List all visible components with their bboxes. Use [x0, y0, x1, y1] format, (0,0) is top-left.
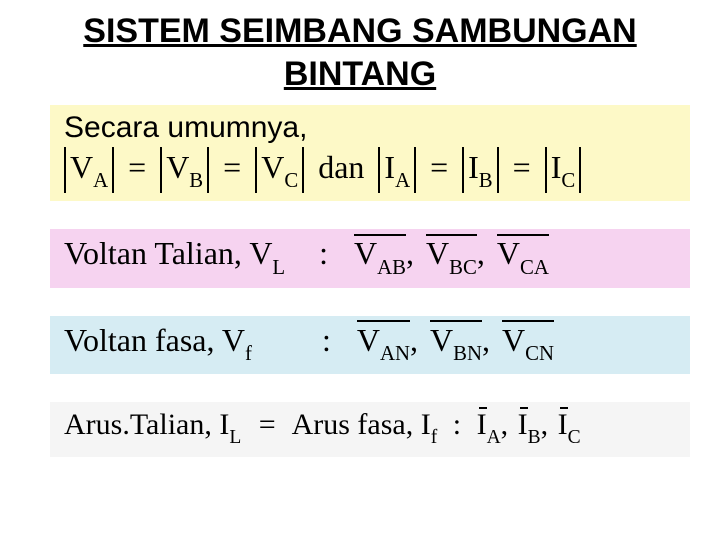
title-line-1: SISTEM SEIMBANG SAMBUNGAN	[83, 12, 636, 50]
content-area: Secara umumnya, VA = VB = VC dan IA = IB…	[0, 105, 720, 457]
title-line-2: BINTANG	[284, 55, 436, 93]
magnitude-equality-equation: VA = VB = VC dan IA = IB = IC	[64, 149, 676, 191]
page-title: SISTEM SEIMBANG SAMBUNGAN BINTANG	[0, 0, 720, 105]
line-voltage-card: Voltan Talian, VL : VAB, VBC, VCA	[50, 229, 690, 287]
line-phase-current-card: Arus.Talian, IL = Arus fasa, If : IA, IB…	[50, 402, 690, 457]
phase-current-label: Arus fasa,	[292, 408, 414, 441]
line-voltage-label: Voltan Talian	[64, 235, 234, 271]
line-current-label: Arus.Talian,	[64, 408, 212, 441]
intro-text: Secara umumnya,	[64, 111, 676, 145]
phase-voltage-card: Voltan fasa, Vf : VAN, VBN, VCN	[50, 316, 690, 374]
general-condition-card: Secara umumnya, VA = VB = VC dan IA = IB…	[50, 105, 690, 201]
phase-voltage-label: Voltan fasa,	[64, 322, 214, 358]
